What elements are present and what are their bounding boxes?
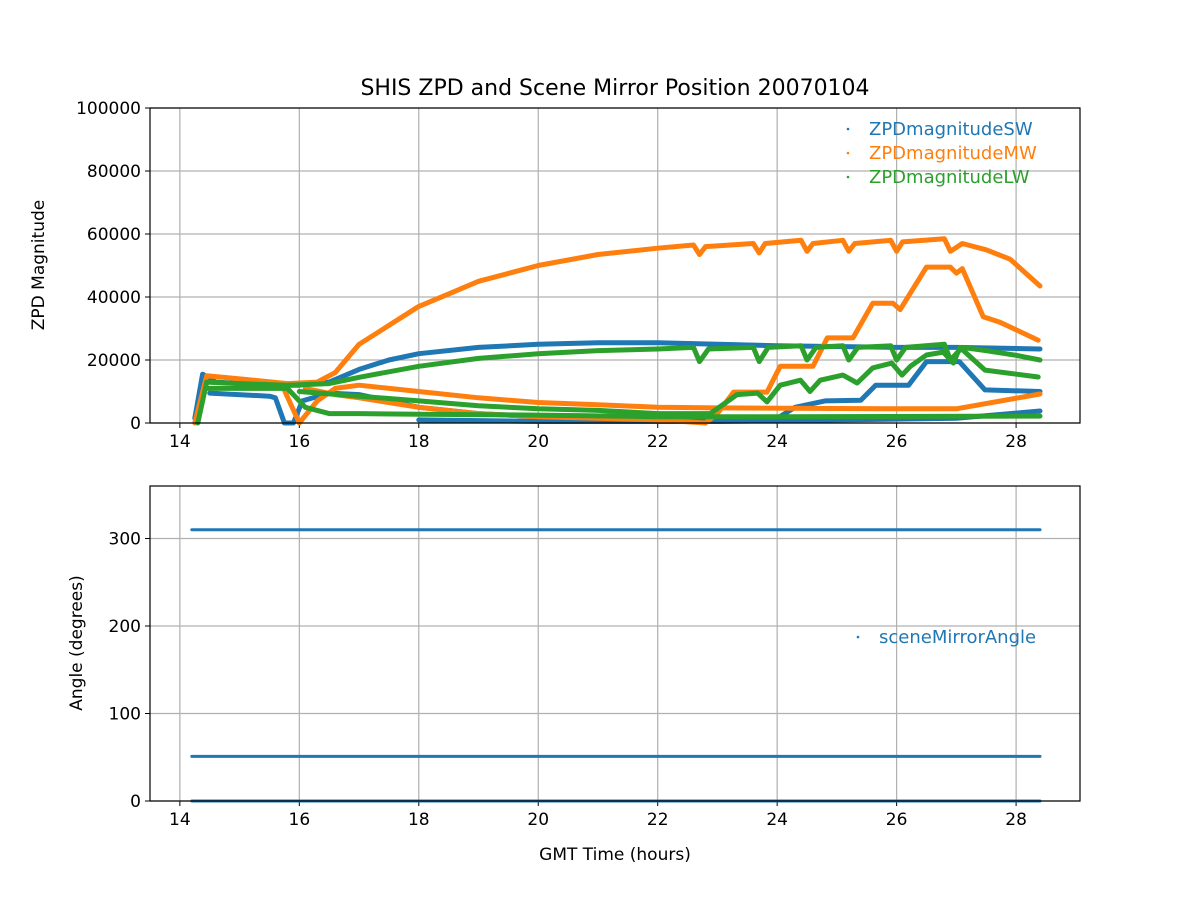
series-ZPDmagnitudeLW-trace	[204, 385, 1043, 420]
legend-marker	[856, 635, 860, 639]
series-ZPDmagnitudeLW-trace	[296, 344, 1041, 417]
legend-label: ZPDmagnitudeSW	[869, 119, 1033, 140]
x-tick-label: 26	[886, 432, 908, 452]
y-tick-label: 100	[109, 705, 141, 725]
y-tick-label: 0	[130, 792, 141, 812]
x-tick-label: 14	[169, 810, 191, 830]
top-axes: 14 16 18 20 22 24 26 28 0 20000 40000 60000 80000 100…	[76, 99, 1081, 452]
series-ZPDmagnitudeLW-trace	[195, 341, 1043, 426]
x-tick-label: 28	[1005, 432, 1027, 452]
y-axis-label-bottom: Angle (degrees)	[67, 575, 87, 710]
x-tick-label: 14	[169, 432, 191, 452]
x-tick-label: 24	[766, 432, 788, 452]
y-tick-label: 100000	[76, 99, 141, 119]
chart-title: SHIS ZPD and Scene Mirror Position 20070…	[360, 76, 869, 101]
x-tick-label: 26	[886, 810, 908, 830]
series-ZPDmagnitudeMW-trace	[278, 381, 1043, 426]
bottom-axes: 14 16 18 20 22 24 26 28 0 100 200 300 sceneMirrorAng…	[109, 485, 1081, 830]
y-axis-label-top: ZPD Magnitude	[29, 200, 49, 330]
axes-frame	[149, 485, 1081, 802]
legend-marker	[846, 175, 850, 179]
x-tick-label: 16	[289, 432, 311, 452]
x-axis-label: GMT Time (hours)	[539, 845, 691, 865]
x-tick-label: 20	[527, 432, 549, 452]
y-tick-label: 20000	[87, 351, 141, 371]
legend-label: sceneMirrorAngle	[879, 627, 1036, 648]
series-ZPDmagnitudeMW-trace	[192, 236, 1043, 426]
legend-marker	[846, 151, 850, 155]
y-tick-label: 0	[130, 414, 141, 434]
x-tick-label: 22	[647, 432, 669, 452]
y-tick-label: 60000	[87, 225, 141, 245]
axes-frame	[149, 107, 1081, 424]
x-tick-label: 18	[408, 432, 430, 452]
x-tick-label: 20	[527, 810, 549, 830]
x-tick-label: 16	[289, 810, 311, 830]
x-tick-label: 24	[766, 810, 788, 830]
y-tick-label: 200	[109, 617, 141, 637]
x-tick-label: 28	[1005, 810, 1027, 830]
legend-marker	[846, 127, 850, 131]
legend-label: ZPDmagnitudeMW	[869, 143, 1037, 164]
x-tick-label: 18	[408, 810, 430, 830]
x-tick-label: 22	[647, 810, 669, 830]
y-tick-label: 80000	[87, 162, 141, 182]
y-tick-label: 40000	[87, 288, 141, 308]
y-tick-label: 300	[109, 530, 141, 550]
legend-label: ZPDmagnitudeLW	[869, 167, 1030, 188]
